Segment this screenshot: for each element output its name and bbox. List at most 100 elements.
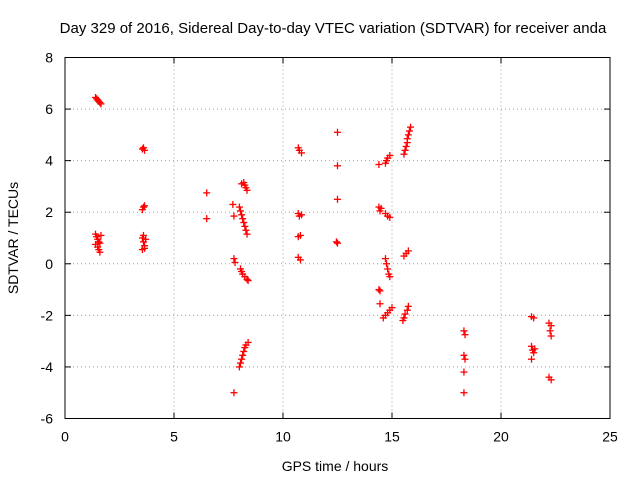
y-tick-label: 6 (45, 101, 53, 117)
data-point (547, 332, 555, 340)
y-tick-label: -6 (41, 411, 54, 427)
data-point (386, 273, 394, 281)
data-point (334, 239, 341, 247)
data-point (141, 202, 149, 210)
data-point (235, 203, 243, 211)
data-point (244, 277, 252, 285)
x-tick-label: 5 (170, 429, 178, 445)
data-point (96, 99, 104, 107)
data-point (530, 314, 538, 322)
data-point (531, 345, 539, 353)
data-point (238, 211, 246, 219)
data-point (547, 322, 555, 330)
data-point (240, 347, 248, 355)
y-tick-label: 8 (45, 50, 53, 66)
data-point (240, 219, 248, 227)
data-point (386, 151, 394, 159)
data-point (461, 331, 469, 339)
data-point (243, 230, 251, 238)
data-point (530, 349, 538, 357)
data-point (97, 231, 105, 239)
data-point (377, 204, 385, 212)
data-points (92, 93, 555, 397)
data-point (96, 248, 104, 256)
data-point (547, 376, 555, 384)
data-point (460, 351, 468, 359)
data-point (375, 286, 383, 294)
data-point (384, 265, 392, 273)
data-point (405, 127, 413, 135)
data-point (229, 200, 237, 208)
data-point (376, 287, 384, 295)
data-point (296, 231, 304, 239)
y-tick-label: 0 (45, 256, 53, 272)
data-point (400, 150, 408, 158)
x-tick-label: 10 (275, 429, 291, 445)
data-point (298, 149, 306, 157)
data-point (381, 255, 389, 263)
y-tick-label: -2 (41, 307, 54, 323)
x-tick-label: 15 (384, 429, 400, 445)
data-point (241, 222, 249, 230)
data-point (407, 123, 415, 131)
chart-title: Day 329 of 2016, Sidereal Day-to-day VTE… (60, 20, 607, 37)
data-point (230, 255, 238, 263)
data-point (334, 195, 341, 203)
data-point (404, 247, 412, 255)
data-point (142, 235, 150, 243)
data-point (334, 162, 341, 170)
data-point (404, 302, 412, 310)
y-tick-label: 4 (45, 153, 53, 169)
data-point (402, 142, 410, 150)
data-point (298, 211, 306, 219)
data-point (388, 304, 396, 312)
data-point (461, 355, 469, 363)
data-point (386, 213, 394, 221)
data-point (332, 238, 340, 246)
data-point (239, 351, 247, 359)
x-tick-label: 20 (493, 429, 509, 445)
data-point (242, 226, 250, 234)
data-point (334, 128, 341, 136)
data-point (230, 389, 238, 397)
data-point (404, 131, 412, 139)
data-point (239, 215, 247, 223)
data-point (296, 256, 304, 264)
y-tick-label: 2 (45, 204, 53, 220)
data-point (460, 368, 468, 376)
data-point (236, 207, 244, 215)
y-tick-label: -4 (41, 359, 54, 375)
data-point (401, 310, 409, 318)
data-point (139, 231, 147, 239)
data-point (403, 135, 411, 143)
data-point (400, 314, 408, 322)
x-tick-label: 0 (61, 429, 69, 445)
data-point (96, 239, 104, 247)
plot-frame (64, 57, 611, 419)
data-point (230, 212, 238, 220)
y-axis-label: SDTVAR / TECUs (5, 182, 21, 294)
x-axis-label: GPS time / hours (282, 458, 389, 474)
grid (65, 57, 610, 419)
data-point (244, 338, 252, 346)
data-point (528, 355, 536, 363)
data-point (141, 146, 149, 154)
data-point (235, 363, 243, 371)
data-point (383, 260, 391, 268)
data-point (460, 327, 468, 335)
data-point (401, 146, 409, 154)
data-point (376, 300, 384, 308)
data-point (97, 100, 105, 108)
data-point (231, 258, 239, 266)
data-point (238, 355, 246, 363)
data-point (141, 244, 149, 252)
data-point (546, 327, 554, 335)
data-point (243, 275, 251, 283)
data-point (375, 161, 383, 169)
data-point (139, 203, 147, 211)
data-point (203, 189, 211, 197)
data-point (203, 215, 211, 223)
x-tick-label: 25 (602, 429, 618, 445)
data-point (403, 306, 411, 314)
